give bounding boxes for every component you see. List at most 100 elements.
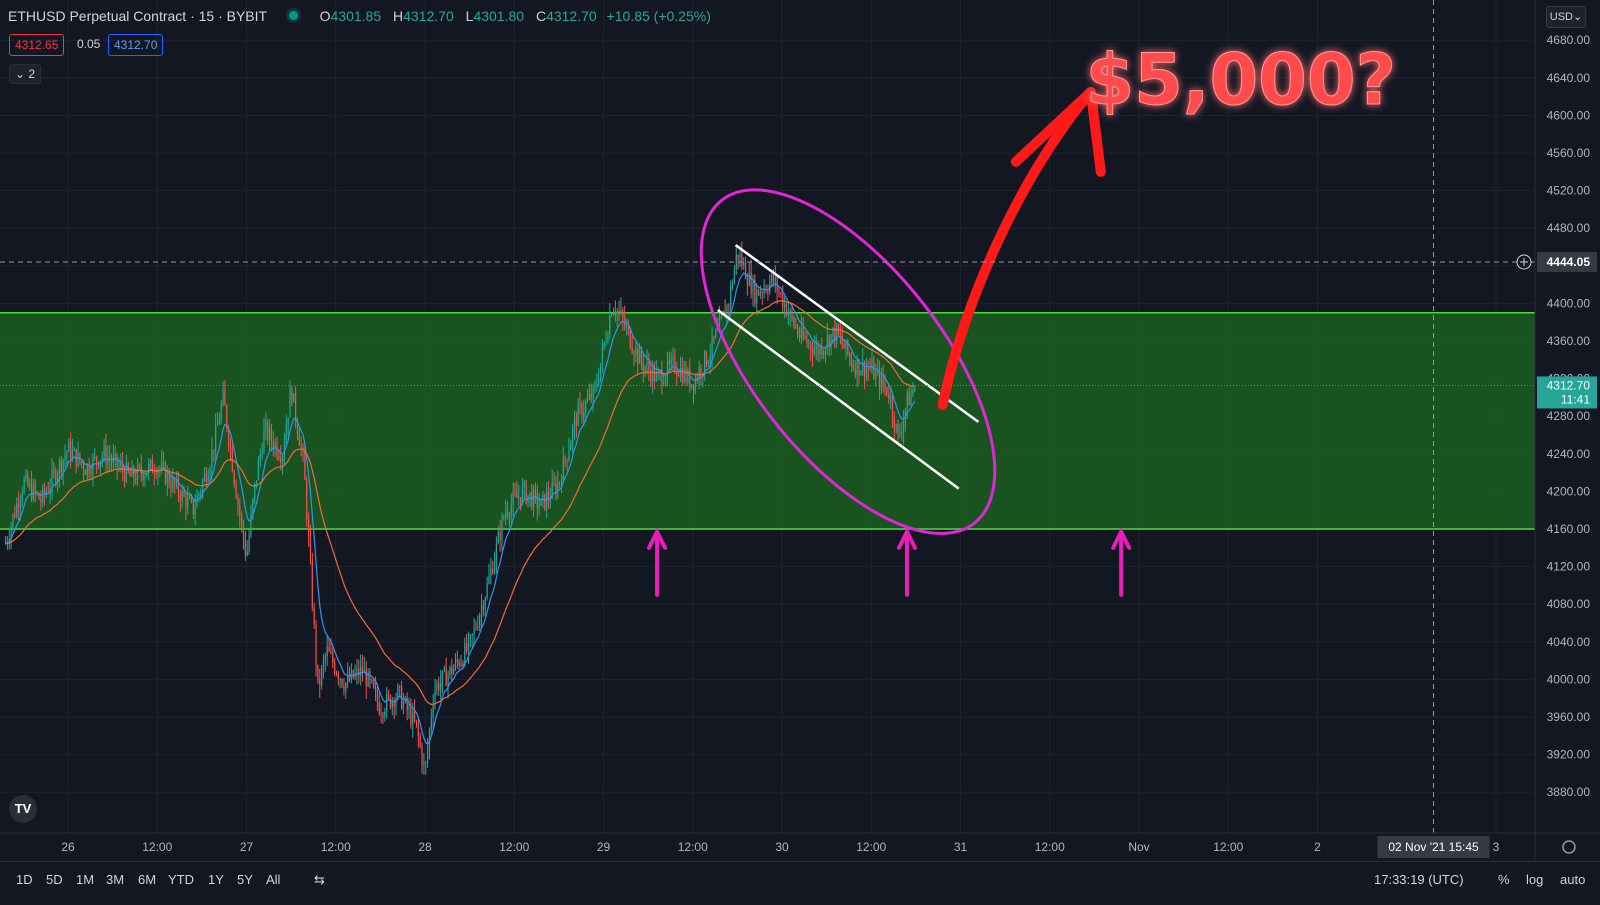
candle-body [458,661,460,666]
candle-body [683,368,685,383]
support-arrow-head[interactable] [896,527,917,550]
y-tick-label: 4120.00 [1547,560,1591,574]
candle-body [882,374,884,385]
high-value: 4312.70 [403,8,454,24]
candle-body [813,348,815,355]
candle-body [715,330,717,338]
candle-body [728,305,730,307]
candle-body [804,337,806,339]
x-tick-label: 12:00 [1035,840,1065,854]
candle-body [202,480,204,492]
candle-body [367,671,369,687]
candle-body [38,493,40,500]
close-label: C [535,8,547,24]
indicators-toggle[interactable]: ⌄ 2 [9,64,41,84]
range-button-1y[interactable]: 1Y [208,872,224,887]
symbol-title[interactable]: ETHUSD Perpetual Contract · 15 · BYBIT [8,8,267,24]
tradingview-logo[interactable]: TV [9,795,37,823]
target-arrow-head[interactable] [1010,86,1106,177]
candle-body [438,683,440,691]
candle-body [523,482,525,487]
candle-body [679,368,682,377]
candle-body [408,707,410,710]
candle-body [274,442,276,449]
candle-body [308,520,310,537]
open-value: 4301.85 [330,8,382,24]
candle-body [460,662,462,666]
currency-select[interactable]: USD⌄ [1546,6,1586,28]
candle-body [618,310,620,313]
candle-body [453,667,455,675]
x-tick-label: 3 [1493,840,1500,854]
candle-body [361,666,364,673]
candle-body [254,482,256,500]
range-button-ytd[interactable]: YTD [168,872,194,887]
range-button-5d[interactable]: 5D [46,872,63,887]
candle-body [441,670,444,683]
candle-body [488,576,490,584]
candle-body [754,279,756,304]
candle-body [581,404,583,417]
candle-body [136,465,139,481]
candle-body [376,690,378,702]
candle-body [798,334,801,338]
support-arrow-head[interactable] [1111,527,1132,550]
auto-scale-toggle[interactable]: auto [1560,872,1586,887]
y-tick-label: 4400.00 [1547,296,1591,310]
goto-date-icon[interactable]: ⇆ [314,872,325,887]
candle-body [166,472,168,484]
candle-body [309,536,312,562]
candle-body [53,470,55,472]
percent-scale-toggle[interactable]: % [1498,872,1510,887]
candle-body [752,279,754,295]
candle-body [96,456,98,463]
candle-body [207,476,209,482]
range-button-all[interactable]: All [266,872,281,887]
candle-body [665,377,667,383]
candle-body [893,417,895,430]
candle-body [493,560,496,574]
channel-ellipse[interactable] [647,142,1049,582]
channel-lower-line[interactable] [716,308,960,490]
candle-body [802,327,804,338]
candle-body [748,272,750,286]
candle-body [875,370,877,379]
range-button-6m[interactable]: 6M [138,872,157,887]
x-tick-label: 27 [240,840,254,854]
y-tick-label: 4480.00 [1547,221,1591,235]
target-arrow-shaft[interactable] [937,86,1096,410]
candle-body [198,493,200,496]
log-scale-toggle[interactable]: log [1526,872,1544,887]
range-button-1d[interactable]: 1D [16,872,33,887]
candle-body [730,286,732,307]
candle-body [847,340,849,354]
range-button-5y[interactable]: 5Y [237,872,253,887]
candle-body [16,503,18,517]
candle-body [170,484,172,489]
range-button-1m[interactable]: 1M [76,872,95,887]
candle-body [248,535,250,552]
utc-clock[interactable]: 17:33:19 (UTC) [1374,872,1464,887]
sell-price-button[interactable]: 4312.65 [9,34,65,56]
candle-body [808,342,810,344]
support-arrow-head[interactable] [647,527,668,550]
candle-body [447,674,449,686]
candle-body [330,651,332,653]
candle-body [735,254,737,270]
crosshair-price-label: 4444.05 [1547,255,1591,269]
candle-body [406,697,408,710]
candle-body [824,347,827,352]
candle-body [778,291,780,293]
candle-body [226,405,228,428]
candle-body [555,483,557,494]
channel-upper-line[interactable] [734,244,980,423]
candle-body [694,378,696,392]
candle-body [763,288,765,294]
candle-body [242,523,245,540]
candle-body [129,471,131,477]
range-button-3m[interactable]: 3M [106,872,125,887]
buy-price-button[interactable]: 4312.70 [108,34,164,56]
candle-body [653,367,656,382]
settings-gear-icon[interactable] [1562,840,1576,854]
